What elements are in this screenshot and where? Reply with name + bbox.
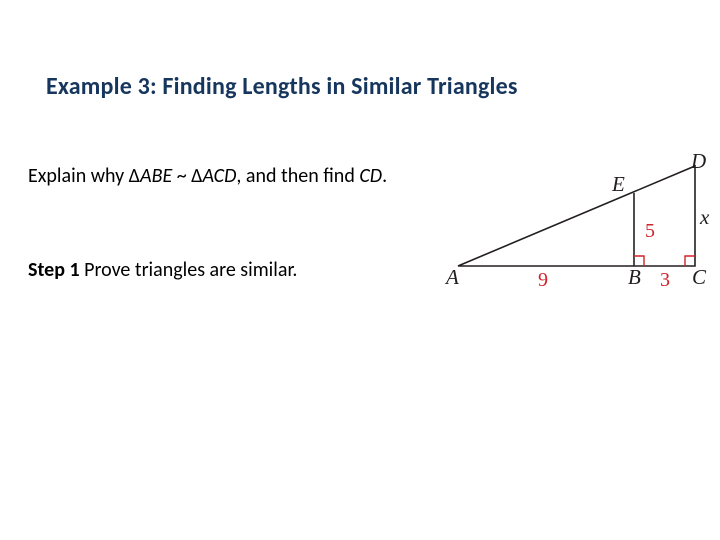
prompt-tri2: ACD — [203, 164, 237, 188]
prompt-line: Explain why ∆ABE ~ ∆ACD, and then find C… — [28, 164, 387, 188]
value-ab: 9 — [538, 269, 548, 291]
prompt-post2: . — [382, 164, 387, 188]
example-title: Example 3: Finding Lengths in Similar Tr… — [46, 72, 518, 101]
prompt-post1: , and then find — [236, 164, 359, 188]
label-d: D — [690, 149, 706, 173]
step-1: Step 1 Prove triangles are similar. — [28, 258, 297, 282]
prompt-tri1: ABE — [140, 164, 172, 188]
label-a: A — [444, 265, 459, 289]
step-label: Step 1 — [28, 258, 80, 282]
value-bc: 3 — [660, 269, 670, 291]
prompt-pre: Explain why ∆ — [28, 164, 140, 188]
label-c: C — [692, 265, 707, 289]
similar-triangles-diagram: A B C E D x 9 3 5 — [438, 138, 713, 298]
triangle-acd — [458, 166, 695, 266]
prompt-seg: CD — [359, 164, 382, 188]
label-x: x — [699, 205, 710, 229]
prompt-mid: ~ ∆ — [172, 164, 202, 188]
step-text: Prove triangles are similar. — [80, 258, 298, 282]
label-b: B — [628, 265, 641, 289]
diagram-svg: A B C E D x 9 3 5 — [438, 138, 713, 298]
value-be: 5 — [645, 220, 655, 242]
label-e: E — [611, 172, 625, 196]
